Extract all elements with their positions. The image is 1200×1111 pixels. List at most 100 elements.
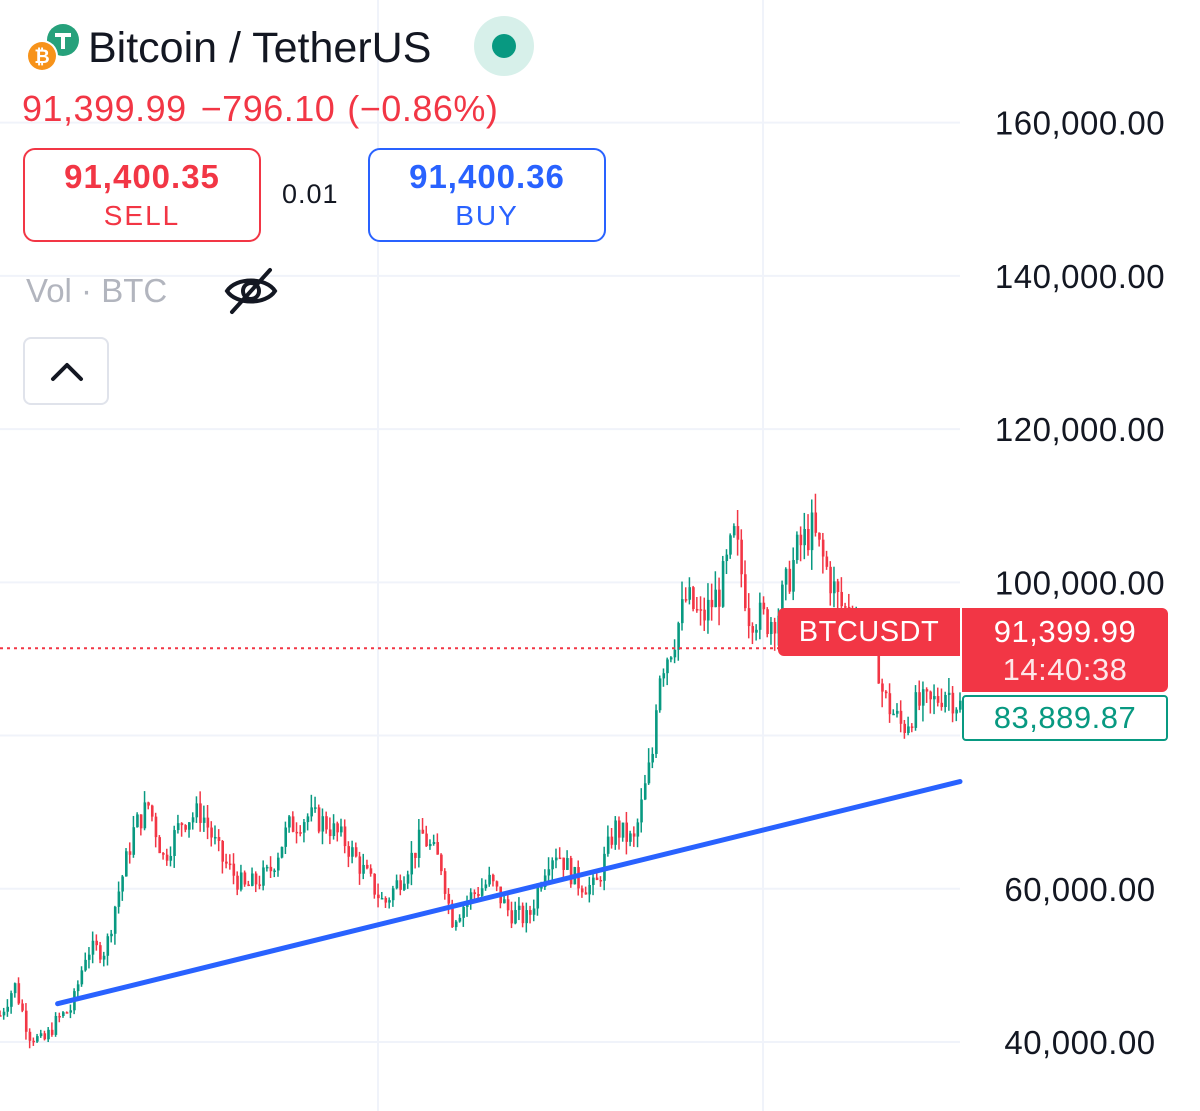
candle-body	[562, 858, 565, 870]
candle-body	[329, 829, 332, 836]
candle-body	[29, 1032, 32, 1041]
collapse-button[interactable]	[23, 337, 109, 405]
symbol-price-tag: BTCUSDT	[778, 608, 960, 656]
sell-label: SELL	[25, 200, 259, 232]
candle-body	[351, 847, 354, 857]
candle-body	[592, 878, 595, 885]
candle-body	[670, 657, 673, 659]
candle-body	[933, 696, 936, 699]
candle-body	[829, 567, 832, 593]
eye-off-icon[interactable]	[222, 262, 280, 320]
candle-body	[700, 609, 703, 611]
candle-body	[10, 993, 13, 1007]
candle-body	[785, 569, 788, 585]
candle-body	[640, 799, 643, 822]
candle-body	[314, 807, 317, 809]
candle-body	[207, 818, 210, 828]
candle-body	[755, 630, 758, 633]
candle-body	[273, 870, 276, 872]
candle-body	[774, 622, 777, 634]
candle-body	[40, 1033, 43, 1036]
candle-body	[840, 592, 843, 606]
candle-body	[696, 609, 699, 611]
candle-body	[21, 1004, 24, 1011]
candle-body	[221, 841, 224, 862]
sell-button[interactable]: 91,400.35 SELL	[23, 148, 261, 242]
candle-body	[796, 535, 799, 560]
candle-body	[722, 561, 725, 607]
candle-body	[173, 830, 176, 856]
y-tick-label: 160,000.00	[995, 105, 1165, 142]
candle-body	[170, 856, 173, 861]
candle-body	[292, 816, 295, 831]
bar-countdown: 14:40:38	[962, 652, 1168, 688]
candle-body	[662, 673, 665, 678]
candle-body	[614, 820, 617, 844]
candle-body	[607, 837, 610, 854]
buy-button[interactable]: 91,400.36 BUY	[368, 148, 606, 242]
candle-body	[714, 590, 717, 607]
candle-body	[703, 610, 706, 621]
candle-body	[177, 823, 180, 830]
symbol-title[interactable]: Bitcoin / TetherUS	[88, 24, 431, 73]
candle-body	[648, 762, 651, 783]
candle-body	[629, 833, 632, 841]
candle-body	[737, 526, 740, 540]
candle-body	[955, 710, 958, 714]
candle-body	[244, 872, 247, 884]
candle-body	[922, 689, 925, 706]
candle-body	[288, 816, 291, 827]
chevron-up-icon	[50, 359, 84, 383]
candle-body	[192, 817, 195, 822]
candle-body	[429, 844, 432, 846]
candle-body	[392, 888, 395, 900]
sell-price: 91,400.35	[25, 158, 259, 196]
candle-body	[436, 842, 439, 855]
market-status-badge[interactable]	[474, 16, 534, 76]
candle-body	[618, 820, 621, 837]
candle-body	[84, 960, 87, 971]
candle-body	[518, 906, 521, 910]
candle-body	[729, 535, 732, 554]
candle-body	[114, 907, 117, 934]
candle-body	[655, 710, 658, 754]
candle-body	[503, 899, 506, 903]
candle-body	[162, 853, 165, 855]
candle-body	[147, 802, 150, 805]
last-price: 91,399.99	[22, 88, 187, 129]
candle-body	[596, 878, 599, 880]
last-price-tag-value: 91,399.99	[962, 614, 1168, 650]
candle-body	[218, 837, 221, 841]
y-tick-label: 60,000.00	[1004, 871, 1155, 908]
candle-body	[485, 884, 488, 888]
candle-body	[548, 869, 551, 875]
candle-body	[551, 860, 554, 869]
candle-body	[766, 609, 769, 634]
candle-body	[507, 899, 510, 910]
candle-body	[99, 945, 102, 959]
candle-body	[522, 906, 525, 923]
candle-body	[340, 826, 343, 832]
candle-body	[833, 581, 836, 593]
candle-body	[511, 910, 514, 923]
candle-body	[418, 830, 421, 858]
reference-price-tag: 83,889.87	[962, 695, 1168, 741]
candle-body	[333, 823, 336, 836]
candle-body	[896, 711, 899, 714]
candles-group	[0, 494, 962, 1049]
candle-body	[811, 513, 814, 551]
candle-body	[674, 650, 677, 658]
candle-body	[644, 783, 647, 799]
candle-body	[800, 535, 803, 545]
candle-body	[255, 874, 258, 885]
price-axis[interactable]: 40,000.00 60,000.00 100,000.00 120,000.00 14…	[995, 105, 1165, 1061]
candle-body	[651, 754, 654, 763]
candle-body	[822, 540, 825, 557]
candle-body	[144, 802, 147, 828]
y-tick-label: 120,000.00	[995, 411, 1165, 448]
candle-body	[81, 970, 84, 984]
candle-body	[384, 898, 387, 903]
candle-body	[233, 864, 236, 876]
volume-indicator-label[interactable]: Vol · BTC	[26, 272, 167, 310]
candle-body	[770, 622, 773, 634]
